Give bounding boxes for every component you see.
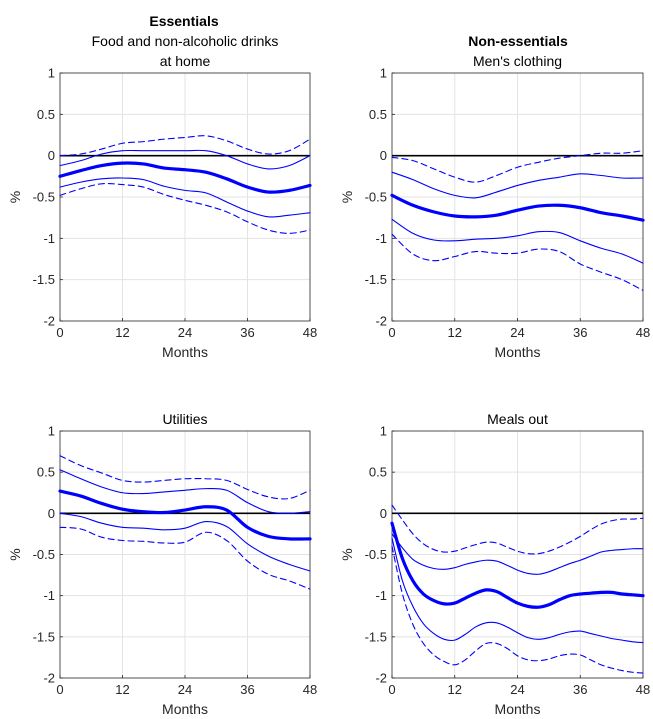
y-tick-label: 1 (48, 424, 55, 439)
x-tick-label: 36 (573, 682, 587, 697)
y-tick-label: 1 (380, 424, 387, 439)
x-tick-label: 48 (303, 325, 317, 340)
x-tick-label: 24 (510, 325, 524, 340)
x-tick-label: 12 (448, 325, 462, 340)
y-tick-label: -2 (43, 671, 55, 686)
y-tick-label: -1.5 (33, 629, 55, 644)
y-tick-label: -1 (375, 588, 387, 603)
y-tick-label: -1 (43, 231, 55, 246)
chart-panel-3: Utilities 0 12 24 36 48 1 0.5 0 -0.5 -1 -1.5 -2 Month… (7, 411, 317, 717)
y-axis-label: % (339, 548, 355, 560)
chart-title-line: Utilities (162, 411, 207, 427)
column-header-non-essentials: Non-essentials (468, 33, 568, 49)
y-tick-label: -1 (375, 231, 387, 246)
chart-panel-4: Meals out 0 12 24 36 48 1 0.5 0 -0.5 -1 -1.5 -2 Month… (339, 411, 650, 717)
y-tick-label: 0.5 (37, 465, 55, 480)
chart-panel-1: Food and non-alcoholic drinks at home 0 12 2… (7, 33, 317, 360)
y-axis-label: % (7, 191, 23, 203)
y-tick-label: -1.5 (365, 272, 387, 287)
y-tick-label: 1 (380, 66, 387, 81)
chart-title-line: Food and non-alcoholic drinks (92, 33, 279, 49)
y-tick-label: -2 (375, 314, 387, 329)
y-tick-label: -0.5 (365, 547, 387, 562)
x-tick-label: 24 (510, 682, 524, 697)
x-tick-label: 12 (115, 682, 129, 697)
x-tick-label: 48 (636, 325, 650, 340)
chart-title-line: Meals out (487, 411, 548, 427)
x-tick-label: 36 (240, 325, 254, 340)
x-tick-label: 36 (240, 682, 254, 697)
y-tick-label: -1 (43, 588, 55, 603)
y-tick-label: -1.5 (33, 272, 55, 287)
x-axis-label: Months (162, 344, 208, 360)
x-axis-label: Months (495, 701, 541, 717)
y-tick-label: -2 (375, 671, 387, 686)
y-tick-label: 0 (48, 506, 55, 521)
x-tick-label: 48 (636, 682, 650, 697)
y-tick-label: 0.5 (369, 465, 387, 480)
x-tick-label: 0 (56, 325, 63, 340)
y-tick-label: -0.5 (365, 190, 387, 205)
y-tick-label: 0.5 (37, 107, 55, 122)
y-tick-label: 0 (380, 148, 387, 163)
x-tick-label: 36 (573, 325, 587, 340)
y-tick-label: -2 (43, 314, 55, 329)
x-tick-label: 24 (178, 682, 192, 697)
x-tick-label: 12 (115, 325, 129, 340)
y-tick-label: -1.5 (365, 629, 387, 644)
chart-title-line: at home (160, 53, 211, 69)
y-tick-label: 1 (48, 66, 55, 81)
x-axis-label: Months (495, 344, 541, 360)
y-tick-label: 0 (48, 148, 55, 163)
panels-group: Food and non-alcoholic drinks at home 0 12 2… (7, 33, 650, 717)
y-tick-label: 0 (380, 506, 387, 521)
x-tick-label: 0 (388, 325, 395, 340)
x-axis-label: Months (162, 701, 208, 717)
x-tick-label: 48 (303, 682, 317, 697)
x-tick-label: 0 (56, 682, 63, 697)
x-tick-label: 0 (388, 682, 395, 697)
x-tick-label: 24 (178, 325, 192, 340)
y-tick-label: 0.5 (369, 107, 387, 122)
column-header-essentials: Essentials (149, 13, 218, 29)
chart-panel-2: Men's clothing 0 12 24 36 48 1 0.5 0 -0.5 -1 -1.5 -2… (339, 53, 650, 360)
y-tick-label: -0.5 (33, 190, 55, 205)
y-axis-label: % (339, 191, 355, 203)
y-axis-label: % (7, 548, 23, 560)
y-tick-label: -0.5 (33, 547, 55, 562)
chart-title-line: Men's clothing (473, 53, 562, 69)
x-tick-label: 12 (448, 682, 462, 697)
